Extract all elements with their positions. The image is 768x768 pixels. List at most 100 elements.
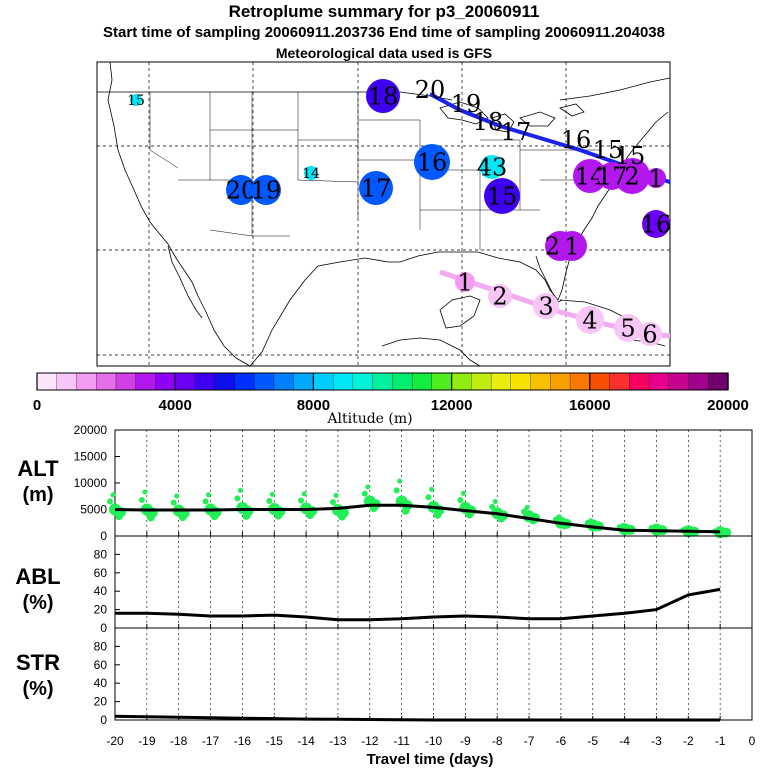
map-trajectory-label: 19 <box>451 90 482 118</box>
x-tick-label: -7 <box>524 734 535 748</box>
plume-point <box>397 478 403 484</box>
map-plume-marker <box>573 159 607 193</box>
map-marker-label: 17 <box>597 162 628 190</box>
map-marker-label: 18 <box>368 82 399 110</box>
plume-point <box>393 487 400 494</box>
plume-point <box>588 518 594 524</box>
map-plume-marker <box>576 306 604 334</box>
plume-point <box>138 496 145 503</box>
plume-point <box>298 497 305 504</box>
colorbar-label: Altitude (m) <box>326 411 412 427</box>
plume-point <box>107 498 113 505</box>
map-plume-marker <box>251 175 281 205</box>
map-trajectory-label: 15 <box>593 136 624 164</box>
str-series-line <box>114 714 721 722</box>
colorbar-cell <box>293 372 315 391</box>
map-marker-label: 2 <box>492 282 507 310</box>
plume-point <box>202 498 209 505</box>
x-axis-title: Travel time (days) <box>367 751 494 768</box>
colorbar-cell <box>36 372 58 391</box>
colorbar-cell <box>175 372 196 391</box>
retroplume-map: 1234562012141711615181617201943141520191… <box>96 61 671 367</box>
colorbar-cell <box>372 372 394 391</box>
x-tick-label: -1 <box>715 734 726 748</box>
colorbar-cell <box>411 372 433 391</box>
map-plume-marker <box>304 166 318 180</box>
colorbar-cell <box>194 372 216 391</box>
plume-point <box>237 487 243 493</box>
map-plume-marker <box>226 175 256 205</box>
alt-series-line <box>114 503 721 534</box>
map-marker-label: 1 <box>564 232 579 260</box>
colorbar-tick-label: 20000 <box>707 397 749 414</box>
plume-point <box>457 496 464 503</box>
str-panel: 0 20 40 60 80 <box>94 627 753 727</box>
plume-point <box>521 508 528 515</box>
colorbar-cell <box>431 372 453 391</box>
colorbar-cell <box>530 372 551 391</box>
colorbar-cell <box>155 372 176 391</box>
colorbar-cell <box>569 372 591 391</box>
plume-point <box>651 524 657 530</box>
map-plume-marker <box>646 168 666 188</box>
colorbar-tick-label: 0 <box>33 397 41 414</box>
colorbar-cell <box>629 372 650 391</box>
plume-point <box>365 484 371 490</box>
plume-point <box>269 491 275 497</box>
plume-point <box>243 506 254 517</box>
colorbar-cell <box>392 372 413 391</box>
map-trajectory-label: 16 <box>561 126 592 154</box>
x-tick-label: -18 <box>170 734 188 748</box>
x-tick-label: -13 <box>329 734 347 748</box>
y-tick-label: 5000 <box>80 503 107 517</box>
y-tick-label: 60 <box>94 658 108 672</box>
colorbar-cell <box>451 372 472 391</box>
colorbar-cell <box>609 372 630 391</box>
map-plume-marker <box>642 210 670 238</box>
y-tick-label: 10000 <box>74 476 108 490</box>
colorbar-cell <box>668 372 690 391</box>
abl-panel-label: ABL <box>15 564 60 589</box>
colorbar-cell <box>352 372 374 391</box>
colorbar-cell <box>471 372 492 391</box>
colorbar-cell <box>96 372 117 391</box>
map-plume-marker <box>598 162 626 190</box>
str-panel-unit: (%) <box>22 678 53 700</box>
plume-point <box>492 499 498 505</box>
x-tick-label: -8 <box>492 734 503 748</box>
y-tick-label: 60 <box>94 566 108 580</box>
y-tick-label: 0 <box>100 621 107 635</box>
plume-point <box>429 486 434 492</box>
x-tick-label: -17 <box>202 734 220 748</box>
colorbar-cell <box>550 372 571 391</box>
x-tick-label: -20 <box>106 734 124 748</box>
plume-point <box>333 492 339 498</box>
map-marker-label: 15 <box>127 93 145 109</box>
colorbar-cell <box>214 372 236 391</box>
map-trajectory-label: 15 <box>615 142 646 170</box>
y-tick-label: 0 <box>100 529 107 543</box>
plume-point <box>620 523 626 529</box>
chart-title: Retroplume summary for p3_20060911 <box>228 2 540 21</box>
map-marker-label: 16 <box>417 148 448 176</box>
map-plume-marker <box>484 178 520 214</box>
y-tick-label: 80 <box>94 547 108 561</box>
plume-point <box>338 507 349 518</box>
plume-point <box>206 492 212 498</box>
plume-point <box>170 499 177 506</box>
colorbar-cell <box>273 372 295 391</box>
x-tick-label: -3 <box>651 734 662 748</box>
map-plume-marker <box>455 272 475 292</box>
y-tick-label: 40 <box>94 676 108 690</box>
abl-panel: 0 20 40 60 80 <box>94 535 753 635</box>
map-marker-label: 1 <box>457 268 472 296</box>
map-marker-label: 17 <box>361 174 392 202</box>
map-plume-marker <box>557 231 587 261</box>
y-tick-label: 40 <box>94 584 108 598</box>
plume-point <box>425 494 432 501</box>
x-tick-label: -11 <box>393 734 410 748</box>
colorbar-cell <box>76 372 97 391</box>
colorbar-cell <box>115 372 137 391</box>
plume-point <box>556 514 562 520</box>
